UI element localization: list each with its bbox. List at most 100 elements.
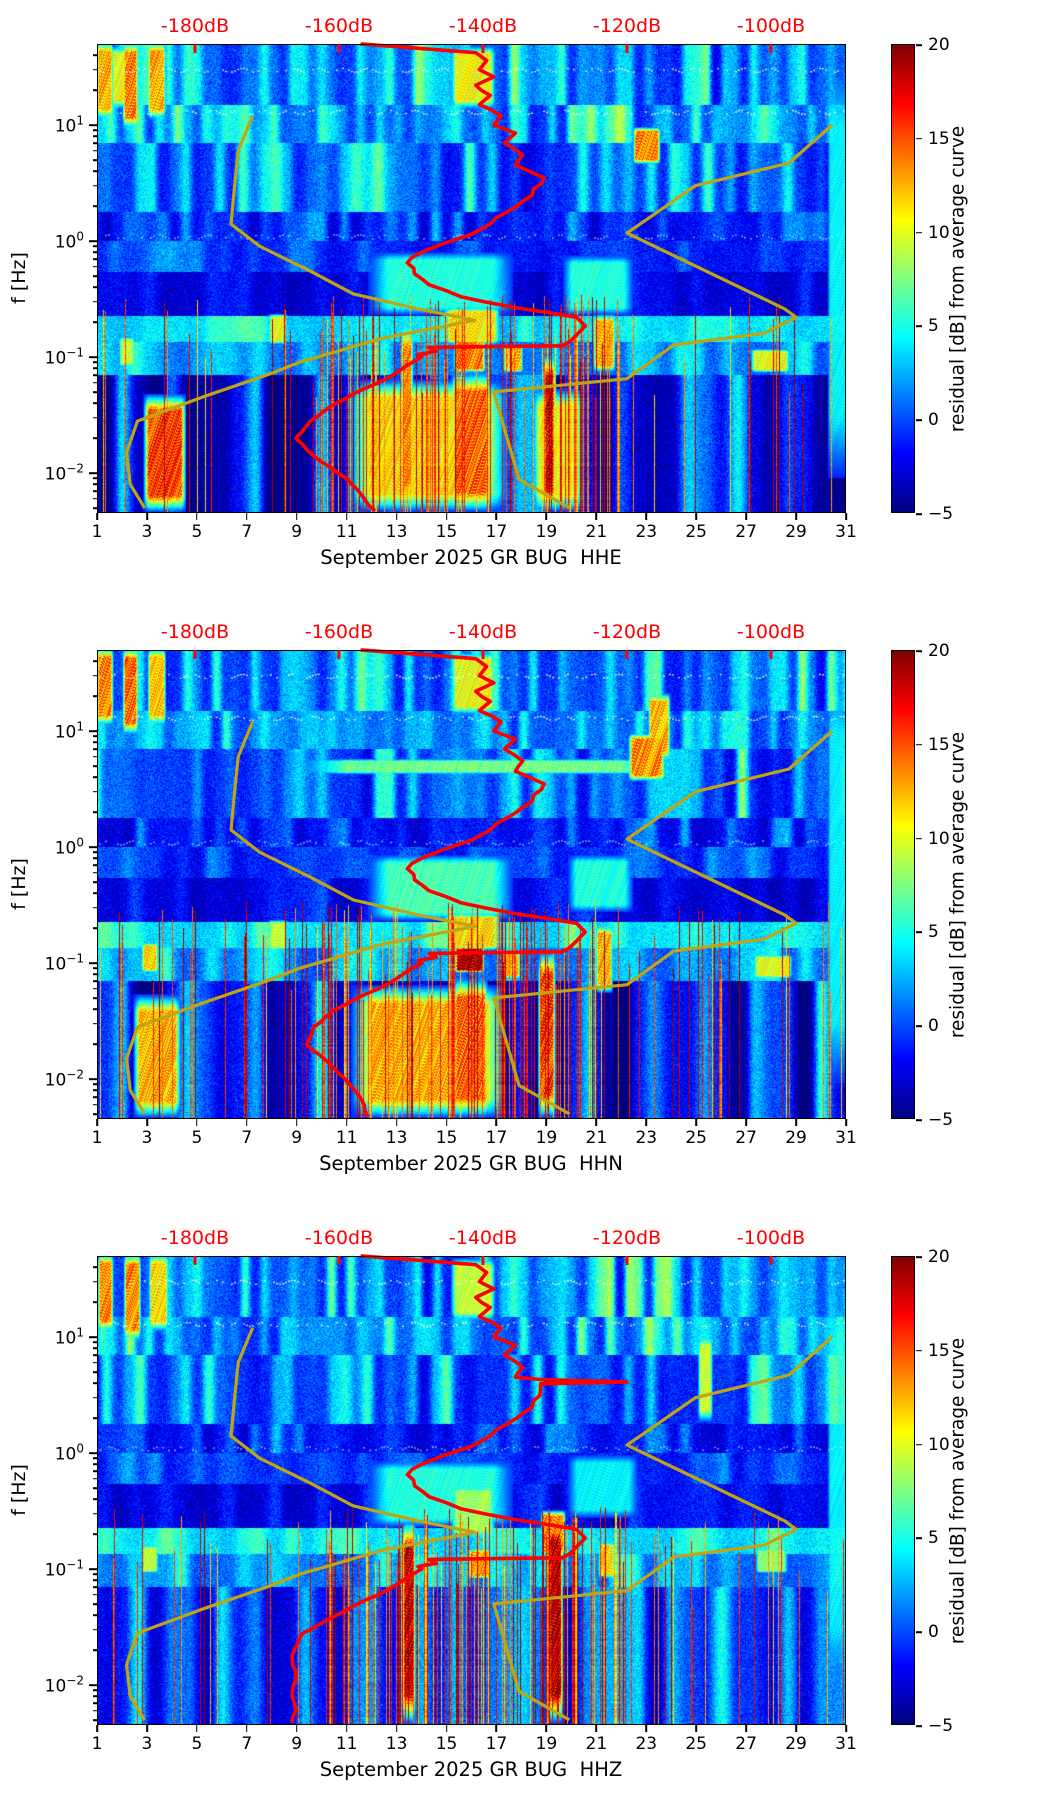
y-minor-tick bbox=[92, 507, 97, 509]
x-tick bbox=[246, 1119, 248, 1126]
x-tick bbox=[845, 1119, 847, 1126]
colorbar-tick-label: 15 bbox=[928, 1340, 950, 1361]
y-minor-tick bbox=[92, 927, 97, 929]
top-db-tick-label: -140dB bbox=[448, 621, 518, 643]
colorbar-tick-label: 20 bbox=[928, 35, 950, 55]
x-tick bbox=[196, 513, 198, 520]
x-tick-label: 27 bbox=[735, 522, 757, 542]
x-tick-label: 17 bbox=[485, 1128, 508, 1148]
y-minor-tick bbox=[92, 391, 97, 393]
colorbar-tick bbox=[916, 1537, 922, 1540]
y-minor-tick bbox=[92, 129, 97, 132]
x-tick bbox=[395, 1725, 398, 1732]
y-minor-tick bbox=[92, 776, 97, 778]
y-minor-tick bbox=[92, 1371, 97, 1373]
top-db-tick bbox=[193, 1256, 197, 1265]
y-minor-tick bbox=[92, 437, 97, 439]
y-major-tick bbox=[89, 730, 97, 732]
y-tick-label: 101 bbox=[54, 719, 84, 743]
low-noise-model-curve bbox=[125, 1327, 477, 1721]
y-major-tick bbox=[89, 240, 97, 242]
y-minor-tick bbox=[92, 1361, 97, 1364]
y-minor-tick bbox=[92, 857, 97, 860]
y-minor-tick bbox=[92, 477, 97, 480]
x-tick bbox=[246, 513, 248, 520]
top-db-tick-label: -180dB bbox=[160, 15, 230, 37]
x-tick-label: 29 bbox=[785, 1734, 807, 1754]
x-tick bbox=[345, 513, 348, 520]
x-tick-label: 5 bbox=[191, 522, 203, 542]
median-psd-curve bbox=[290, 1254, 629, 1724]
top-db-tick bbox=[769, 650, 773, 659]
x-tick bbox=[695, 1119, 697, 1126]
y-minor-tick bbox=[92, 1043, 97, 1045]
y-minor-tick bbox=[92, 1022, 97, 1025]
y-minor-tick bbox=[92, 973, 97, 976]
x-tick bbox=[595, 513, 598, 520]
x-tick bbox=[745, 513, 747, 520]
x-tick-label: 15 bbox=[435, 1128, 458, 1148]
colorbar-tick-label: 10 bbox=[928, 1434, 950, 1455]
x-tick-label: 25 bbox=[685, 1734, 708, 1754]
high-noise-model-curve bbox=[492, 123, 834, 510]
y-minor-tick bbox=[92, 159, 97, 161]
x-tick bbox=[595, 1119, 598, 1126]
x-tick bbox=[146, 1725, 148, 1732]
y-minor-tick bbox=[92, 967, 97, 970]
y-minor-tick bbox=[92, 1417, 97, 1419]
x-tick bbox=[545, 513, 548, 520]
x-tick-label: 21 bbox=[585, 1128, 608, 1148]
y-tick-label: 100 bbox=[54, 835, 84, 859]
colorbar-tick bbox=[916, 44, 922, 46]
x-tick-label: 31 bbox=[835, 1128, 857, 1148]
x-tick-label: 5 bbox=[191, 1734, 203, 1754]
y-minor-tick bbox=[92, 1512, 97, 1515]
y-minor-tick bbox=[92, 205, 97, 207]
y-minor-tick bbox=[92, 142, 97, 144]
x-tick-label: 19 bbox=[535, 522, 558, 542]
top-db-tick bbox=[769, 44, 773, 53]
colorbar-tick-label: 20 bbox=[928, 1247, 950, 1267]
colorbar-gradient bbox=[892, 1257, 914, 1724]
y-major-tick bbox=[89, 962, 97, 964]
y-minor-tick bbox=[92, 1498, 97, 1500]
x-tick bbox=[445, 1725, 448, 1732]
y-minor-tick bbox=[92, 1396, 97, 1399]
low-noise-model-curve bbox=[125, 115, 477, 509]
y-tick-label: 10−2 bbox=[44, 461, 84, 485]
colorbar: 20 15 10 5 0 −5 residual [dB] from average cur… bbox=[891, 641, 969, 1130]
colorbar: 20 15 10 5 0 −5 residual [dB] from average cur… bbox=[891, 35, 969, 524]
y-minor-tick bbox=[92, 1487, 97, 1489]
y-minor-tick bbox=[92, 987, 97, 990]
y-minor-tick bbox=[92, 906, 97, 909]
x-tick-label: 27 bbox=[735, 1734, 757, 1754]
y-minor-tick bbox=[92, 1089, 97, 1092]
x-tick bbox=[745, 1725, 747, 1732]
x-tick bbox=[196, 1119, 198, 1126]
spectrogram-panel-hhn: -180dB -160dB -140dB -120dB -100dB 1 3 5 7 9 11 13 1… bbox=[8, 621, 857, 1175]
top-db-tick-label: -180dB bbox=[160, 1227, 230, 1249]
x-tick bbox=[395, 513, 398, 520]
high-noise-model-curve bbox=[492, 729, 834, 1116]
y-minor-tick bbox=[92, 871, 97, 874]
y-minor-tick bbox=[92, 1719, 97, 1721]
y-major-tick bbox=[89, 1452, 97, 1454]
y-minor-tick bbox=[92, 1603, 97, 1605]
y-minor-tick bbox=[92, 1573, 97, 1576]
y-minor-tick bbox=[92, 1463, 97, 1466]
colorbar-tick-label: 5 bbox=[928, 316, 939, 337]
y-minor-tick bbox=[92, 321, 97, 323]
y-minor-tick bbox=[92, 275, 97, 277]
x-tick bbox=[795, 513, 797, 520]
y-major-tick bbox=[89, 1568, 97, 1570]
y-minor-tick bbox=[92, 490, 97, 492]
top-db-tick-label: -100dB bbox=[736, 15, 806, 37]
x-tick bbox=[545, 1119, 548, 1126]
top-db-tick-label: -160dB bbox=[304, 15, 374, 37]
colorbar-tick-label: 5 bbox=[928, 922, 939, 943]
x-tick-label: 5 bbox=[191, 1128, 203, 1148]
x-tick-label: 23 bbox=[635, 522, 658, 542]
x-tick bbox=[146, 513, 148, 520]
x-tick bbox=[295, 513, 298, 520]
y-minor-tick bbox=[92, 660, 97, 662]
